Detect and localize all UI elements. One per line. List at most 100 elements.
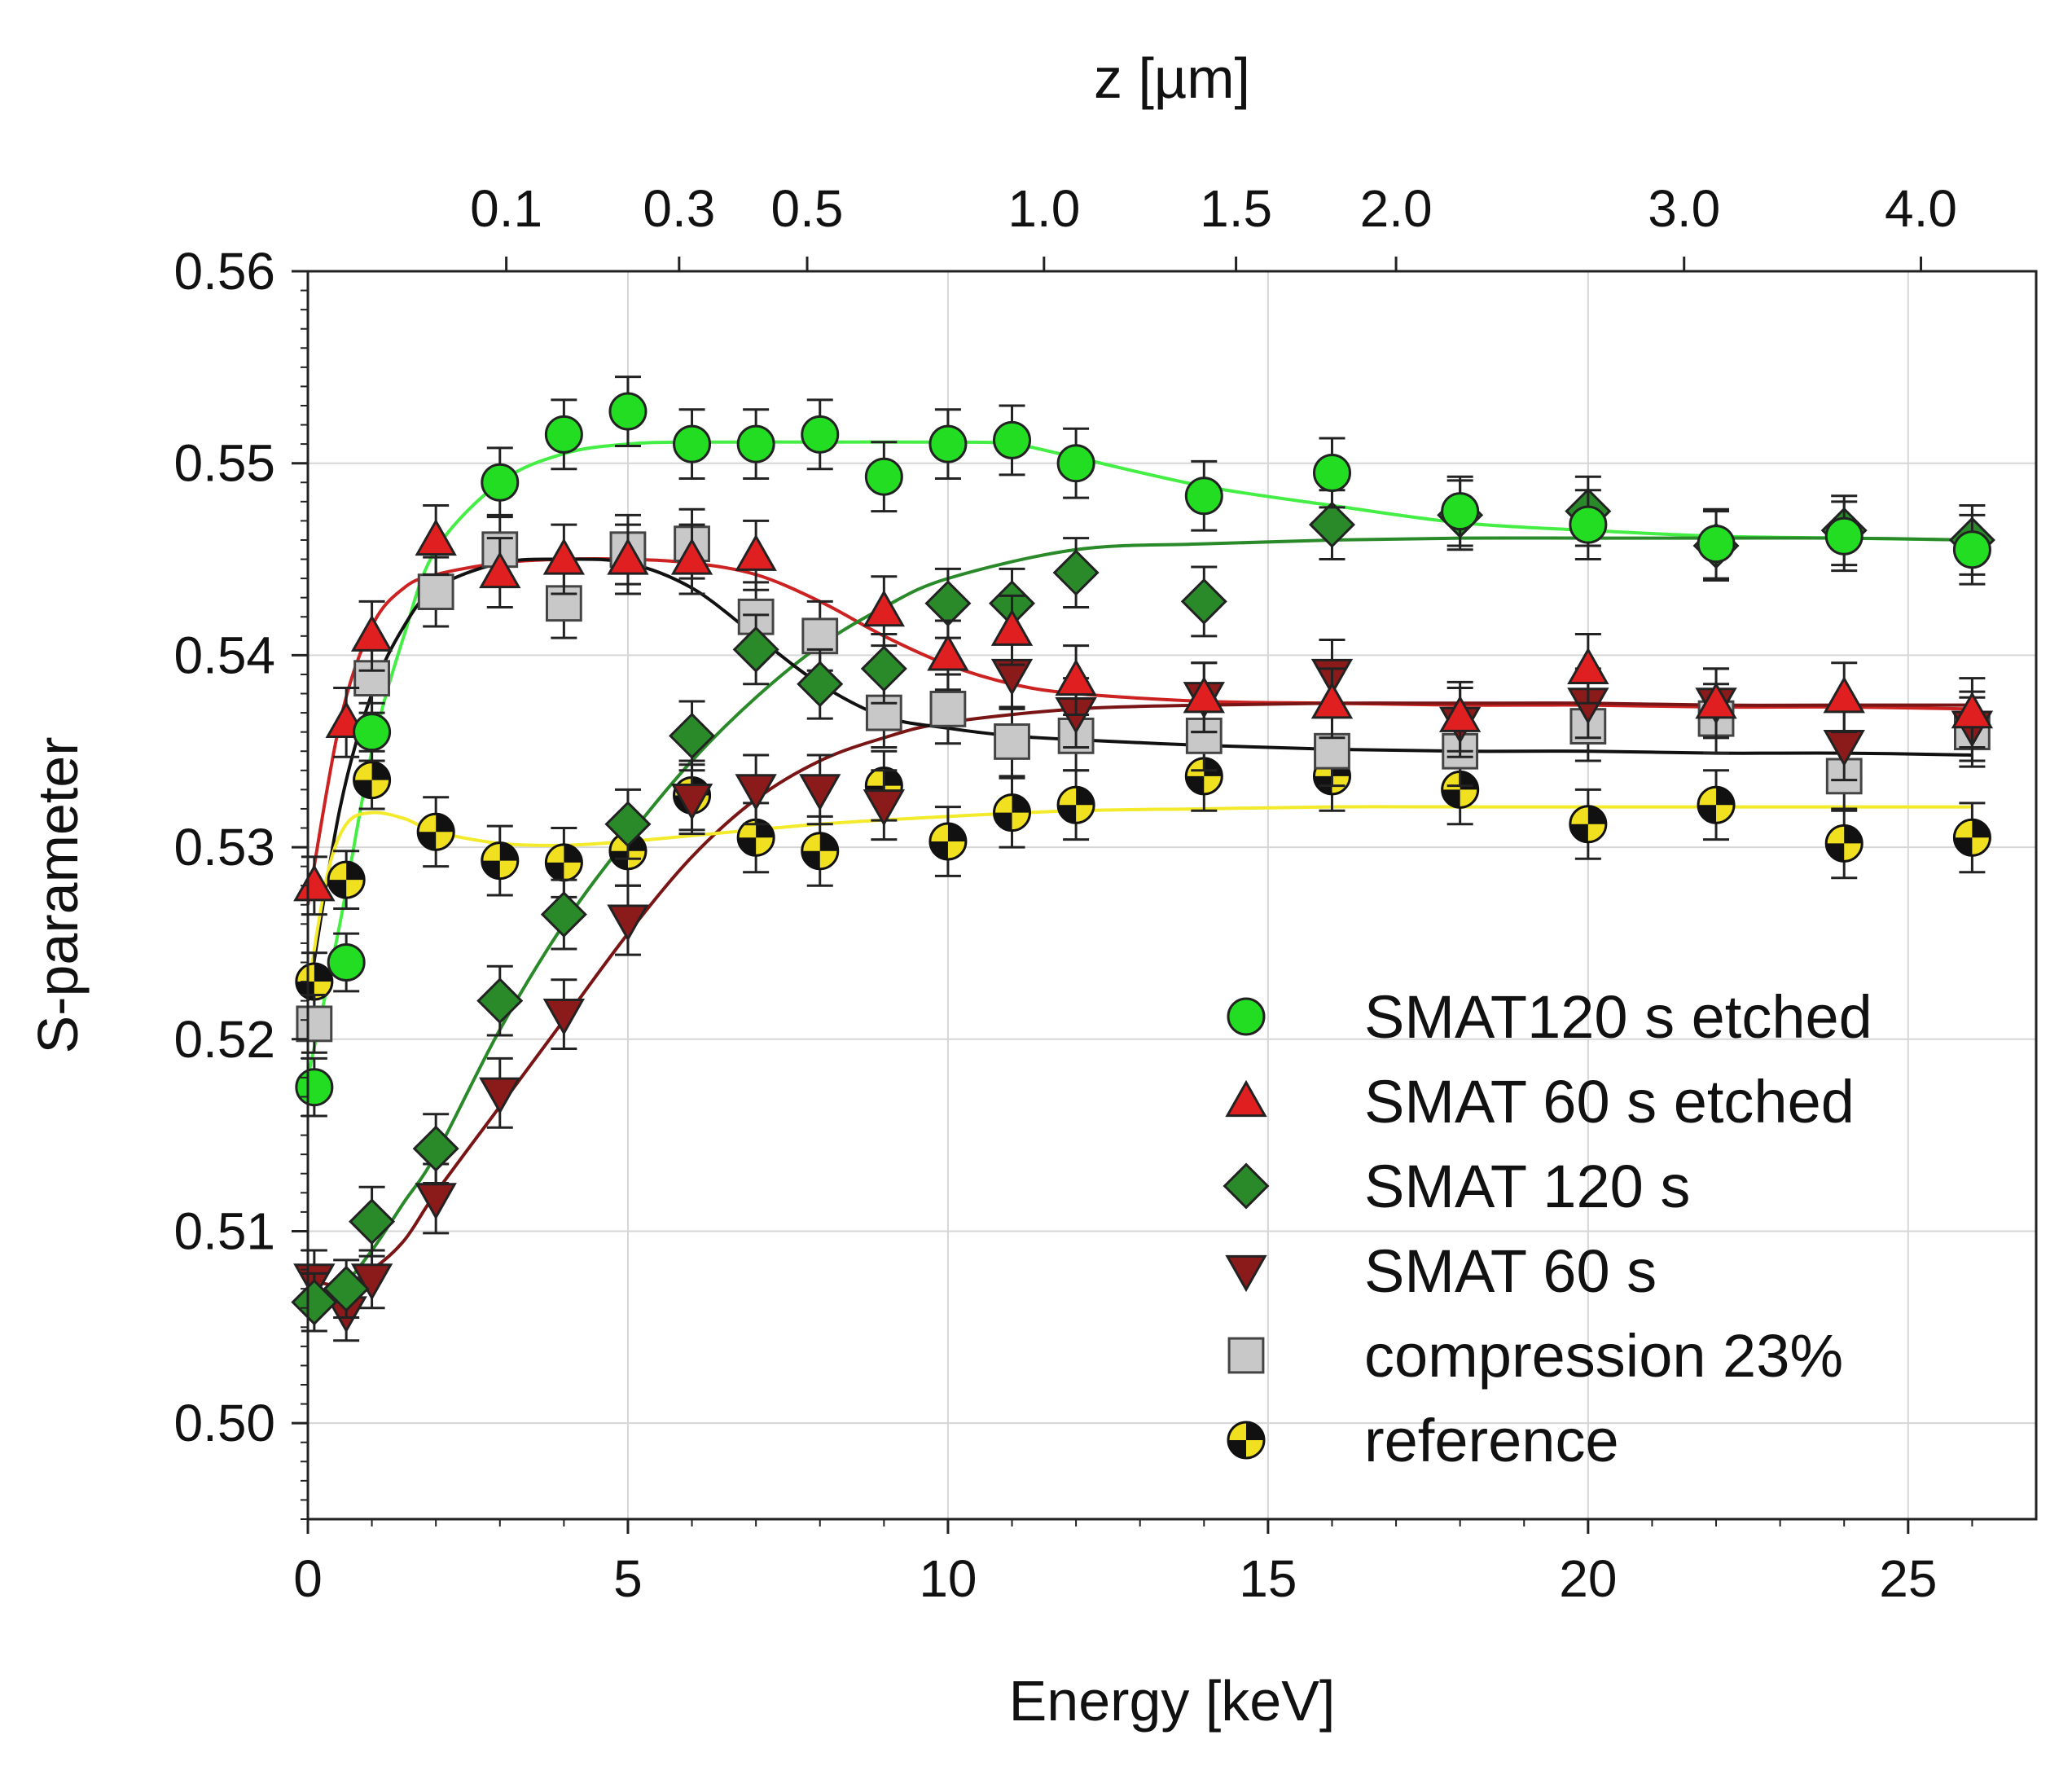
data-point (929, 690, 967, 727)
marker-shape (1223, 1162, 1270, 1210)
marker-shape (544, 415, 583, 454)
marker-quadrant (1228, 1440, 1246, 1458)
marker-quadrant (1569, 824, 1588, 842)
marker-shape (670, 784, 713, 821)
data-point (735, 774, 777, 811)
marker-shape (1056, 444, 1095, 483)
data-point (1697, 525, 1736, 564)
data-point (801, 617, 839, 655)
top-tick-label: 0.1 (470, 179, 542, 238)
legend: SMAT120 s etched SMAT 60 s etched SMAT 120… (1223, 983, 1872, 1474)
data-point (327, 860, 366, 899)
data-point (1055, 658, 1097, 696)
data-point (607, 538, 649, 575)
marker-shape (296, 1005, 333, 1043)
data-point (1569, 805, 1608, 844)
marker-shape (1569, 505, 1608, 544)
marker-shape (607, 538, 649, 575)
plot-frame (306, 270, 2038, 1521)
y-tick-label: 0.54 (173, 626, 275, 684)
legend-label: compression 23% (1364, 1322, 1843, 1390)
data-point (863, 789, 906, 827)
data-point (1184, 477, 1223, 516)
series-smat120-s-etched (295, 376, 1991, 1118)
marker-shape (291, 1279, 338, 1326)
data-point (1441, 770, 1480, 809)
legend-marker (1225, 1079, 1267, 1118)
data-point (542, 999, 586, 1036)
marker-shape (927, 634, 969, 671)
top-axis-title: z [µm] (1094, 46, 1250, 110)
data-point (604, 801, 652, 848)
data-point (860, 645, 907, 692)
marker-quadrant (436, 814, 454, 832)
marker-shape (1227, 1337, 1265, 1374)
marker-shape (993, 420, 1032, 459)
marker-shape (1952, 530, 1991, 569)
data-point (927, 634, 969, 671)
marker-quadrant (994, 812, 1012, 831)
top-tick-label: 1.0 (1007, 179, 1080, 238)
legend-marker (1227, 997, 1266, 1036)
data-point (1056, 785, 1095, 824)
top-tick-label: 2.0 (1360, 179, 1433, 238)
marker-shape (479, 1077, 521, 1114)
marker-shape (801, 415, 840, 454)
data-point (293, 864, 336, 902)
marker-shape (994, 723, 1030, 760)
data-point (1952, 818, 1991, 857)
marker-shape (799, 774, 841, 811)
data-point (1308, 501, 1356, 548)
data-point (1824, 824, 1863, 863)
marker-shape (1308, 501, 1356, 548)
legend-marker (1225, 1254, 1267, 1293)
data-point (349, 1198, 396, 1245)
marker-quadrant (418, 832, 437, 850)
data-points (291, 376, 1995, 1342)
data-point (1310, 682, 1354, 719)
marker-shape (1438, 695, 1482, 732)
x-tick-label: 15 (1239, 1549, 1297, 1608)
data-point (1312, 453, 1351, 492)
data-point (544, 415, 583, 454)
data-point (736, 424, 775, 463)
x-tick-label: 0 (293, 1549, 323, 1608)
marker-shape (412, 1125, 459, 1172)
data-point (993, 793, 1032, 832)
marker-shape (990, 608, 1034, 646)
marker-shape (1310, 682, 1354, 719)
legend-label: SMAT 60 s (1364, 1237, 1657, 1305)
data-point (797, 661, 844, 708)
data-point (481, 463, 520, 502)
data-point (417, 573, 454, 611)
y-axis-title: S-parameter (26, 736, 90, 1053)
axes: 0 5 10 15 20 25 0.50 0.51 0.52 0.53 0.54 0.55 0.56 0.… (173, 179, 1973, 1608)
data-point (670, 784, 713, 821)
legend-marker (1227, 1337, 1265, 1374)
legend-marker (1227, 1421, 1266, 1460)
x-axis-title: Energy [keV] (1009, 1669, 1336, 1733)
data-point (1441, 492, 1480, 531)
marker-quadrant (1246, 1422, 1264, 1440)
marker-shape (929, 690, 967, 727)
marker-shape (673, 424, 712, 463)
marker-shape (863, 590, 906, 627)
marker-shape (327, 942, 366, 982)
marker-shape (349, 1198, 396, 1245)
marker-shape (1567, 647, 1609, 684)
marker-shape (1312, 453, 1351, 492)
data-point (607, 904, 649, 942)
marker-shape (735, 774, 777, 811)
marker-shape (1314, 732, 1350, 770)
marker-quadrant (328, 880, 347, 898)
marker-shape (735, 534, 777, 571)
marker-shape (353, 713, 392, 752)
marker-quadrant (1844, 825, 1863, 844)
marker-shape (295, 1068, 334, 1107)
data-point (1438, 695, 1482, 732)
marker-shape (1225, 1079, 1267, 1118)
top-tick-label: 0.3 (643, 179, 715, 238)
marker-shape (415, 518, 457, 556)
data-point (291, 1279, 338, 1326)
